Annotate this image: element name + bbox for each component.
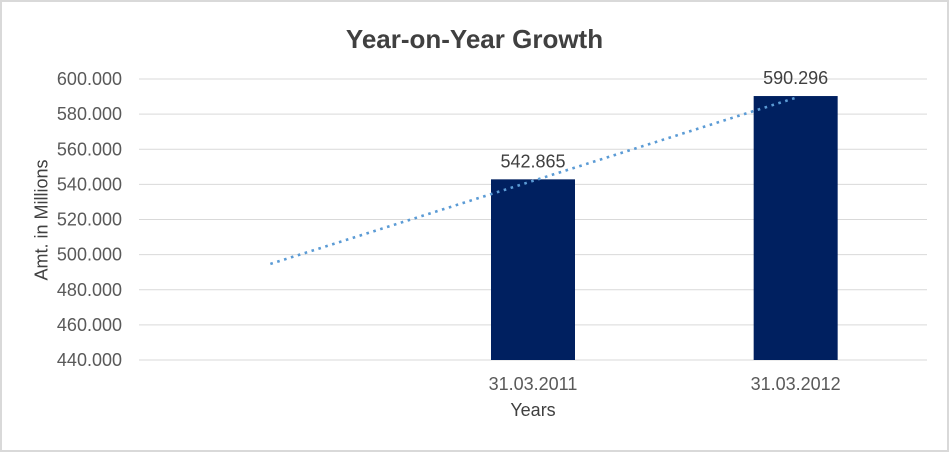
y-tick-label: 480.000: [57, 280, 122, 300]
bar: [491, 179, 575, 360]
y-tick-label: 580.000: [57, 104, 122, 124]
x-axis-title: Years: [510, 400, 556, 420]
trendline: [269, 96, 797, 266]
bar: [753, 96, 838, 360]
y-tick-label: 460.000: [57, 315, 122, 335]
x-tick-label: 31.03.2012: [751, 374, 841, 394]
x-tick-label: 31.03.2011: [489, 374, 578, 394]
chart-title: Year-on-Year Growth: [345, 24, 604, 54]
y-tick-label: 520.000: [57, 210, 122, 230]
y-tick-label: 560.000: [57, 139, 122, 159]
y-tick-label: 600.000: [57, 69, 122, 89]
y-tick-label: 540.000: [57, 174, 122, 194]
bar-value-label: 590.296: [763, 68, 828, 88]
bar-value-label: 542.865: [500, 151, 565, 171]
y-tick-label: 500.000: [57, 245, 122, 265]
y-tick-label: 440.000: [57, 350, 122, 370]
